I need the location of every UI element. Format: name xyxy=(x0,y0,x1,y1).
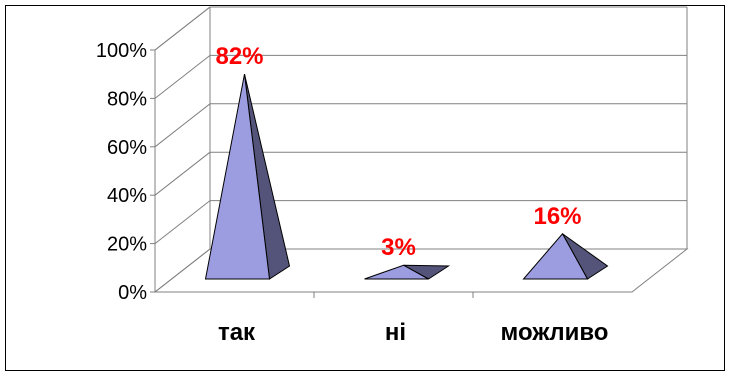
pyramid-front-face xyxy=(364,264,429,280)
category-label: можливо xyxy=(501,319,609,346)
y-tick-labels: 0% 20% 40% 60% 80% 100% xyxy=(96,40,147,304)
y-tick-label: 60% xyxy=(107,137,147,159)
y-tick-label: 40% xyxy=(107,185,147,207)
pyramid-1 xyxy=(204,73,291,280)
gridline-side xyxy=(154,103,211,148)
axes xyxy=(150,49,632,298)
data-label: 82% xyxy=(215,43,263,70)
pyramid-2 xyxy=(364,264,451,280)
pyramid-front-face xyxy=(204,73,271,280)
gridlines xyxy=(154,6,687,293)
chart-frame xyxy=(5,5,725,371)
gridline-side xyxy=(154,6,211,51)
data-labels: 82% 3% 16% xyxy=(215,43,581,261)
category-labels: так ні можливо xyxy=(218,319,609,346)
y-tick-label: 80% xyxy=(107,88,147,110)
gridline-side xyxy=(154,55,211,99)
gridline-side xyxy=(154,248,211,293)
y-tick-label: 100% xyxy=(96,40,147,62)
pyramid-3 xyxy=(522,232,609,280)
gridline-side xyxy=(154,200,211,244)
y-tick-label: 0% xyxy=(118,282,147,304)
gridline-side xyxy=(154,151,211,196)
category-label: ні xyxy=(385,319,406,346)
pyramid-marks xyxy=(204,73,609,280)
pyramid-front-face xyxy=(522,232,589,280)
data-label: 16% xyxy=(533,203,581,230)
category-label: так xyxy=(218,319,256,346)
y-tick-label: 20% xyxy=(107,234,147,256)
data-label: 3% xyxy=(381,234,416,261)
